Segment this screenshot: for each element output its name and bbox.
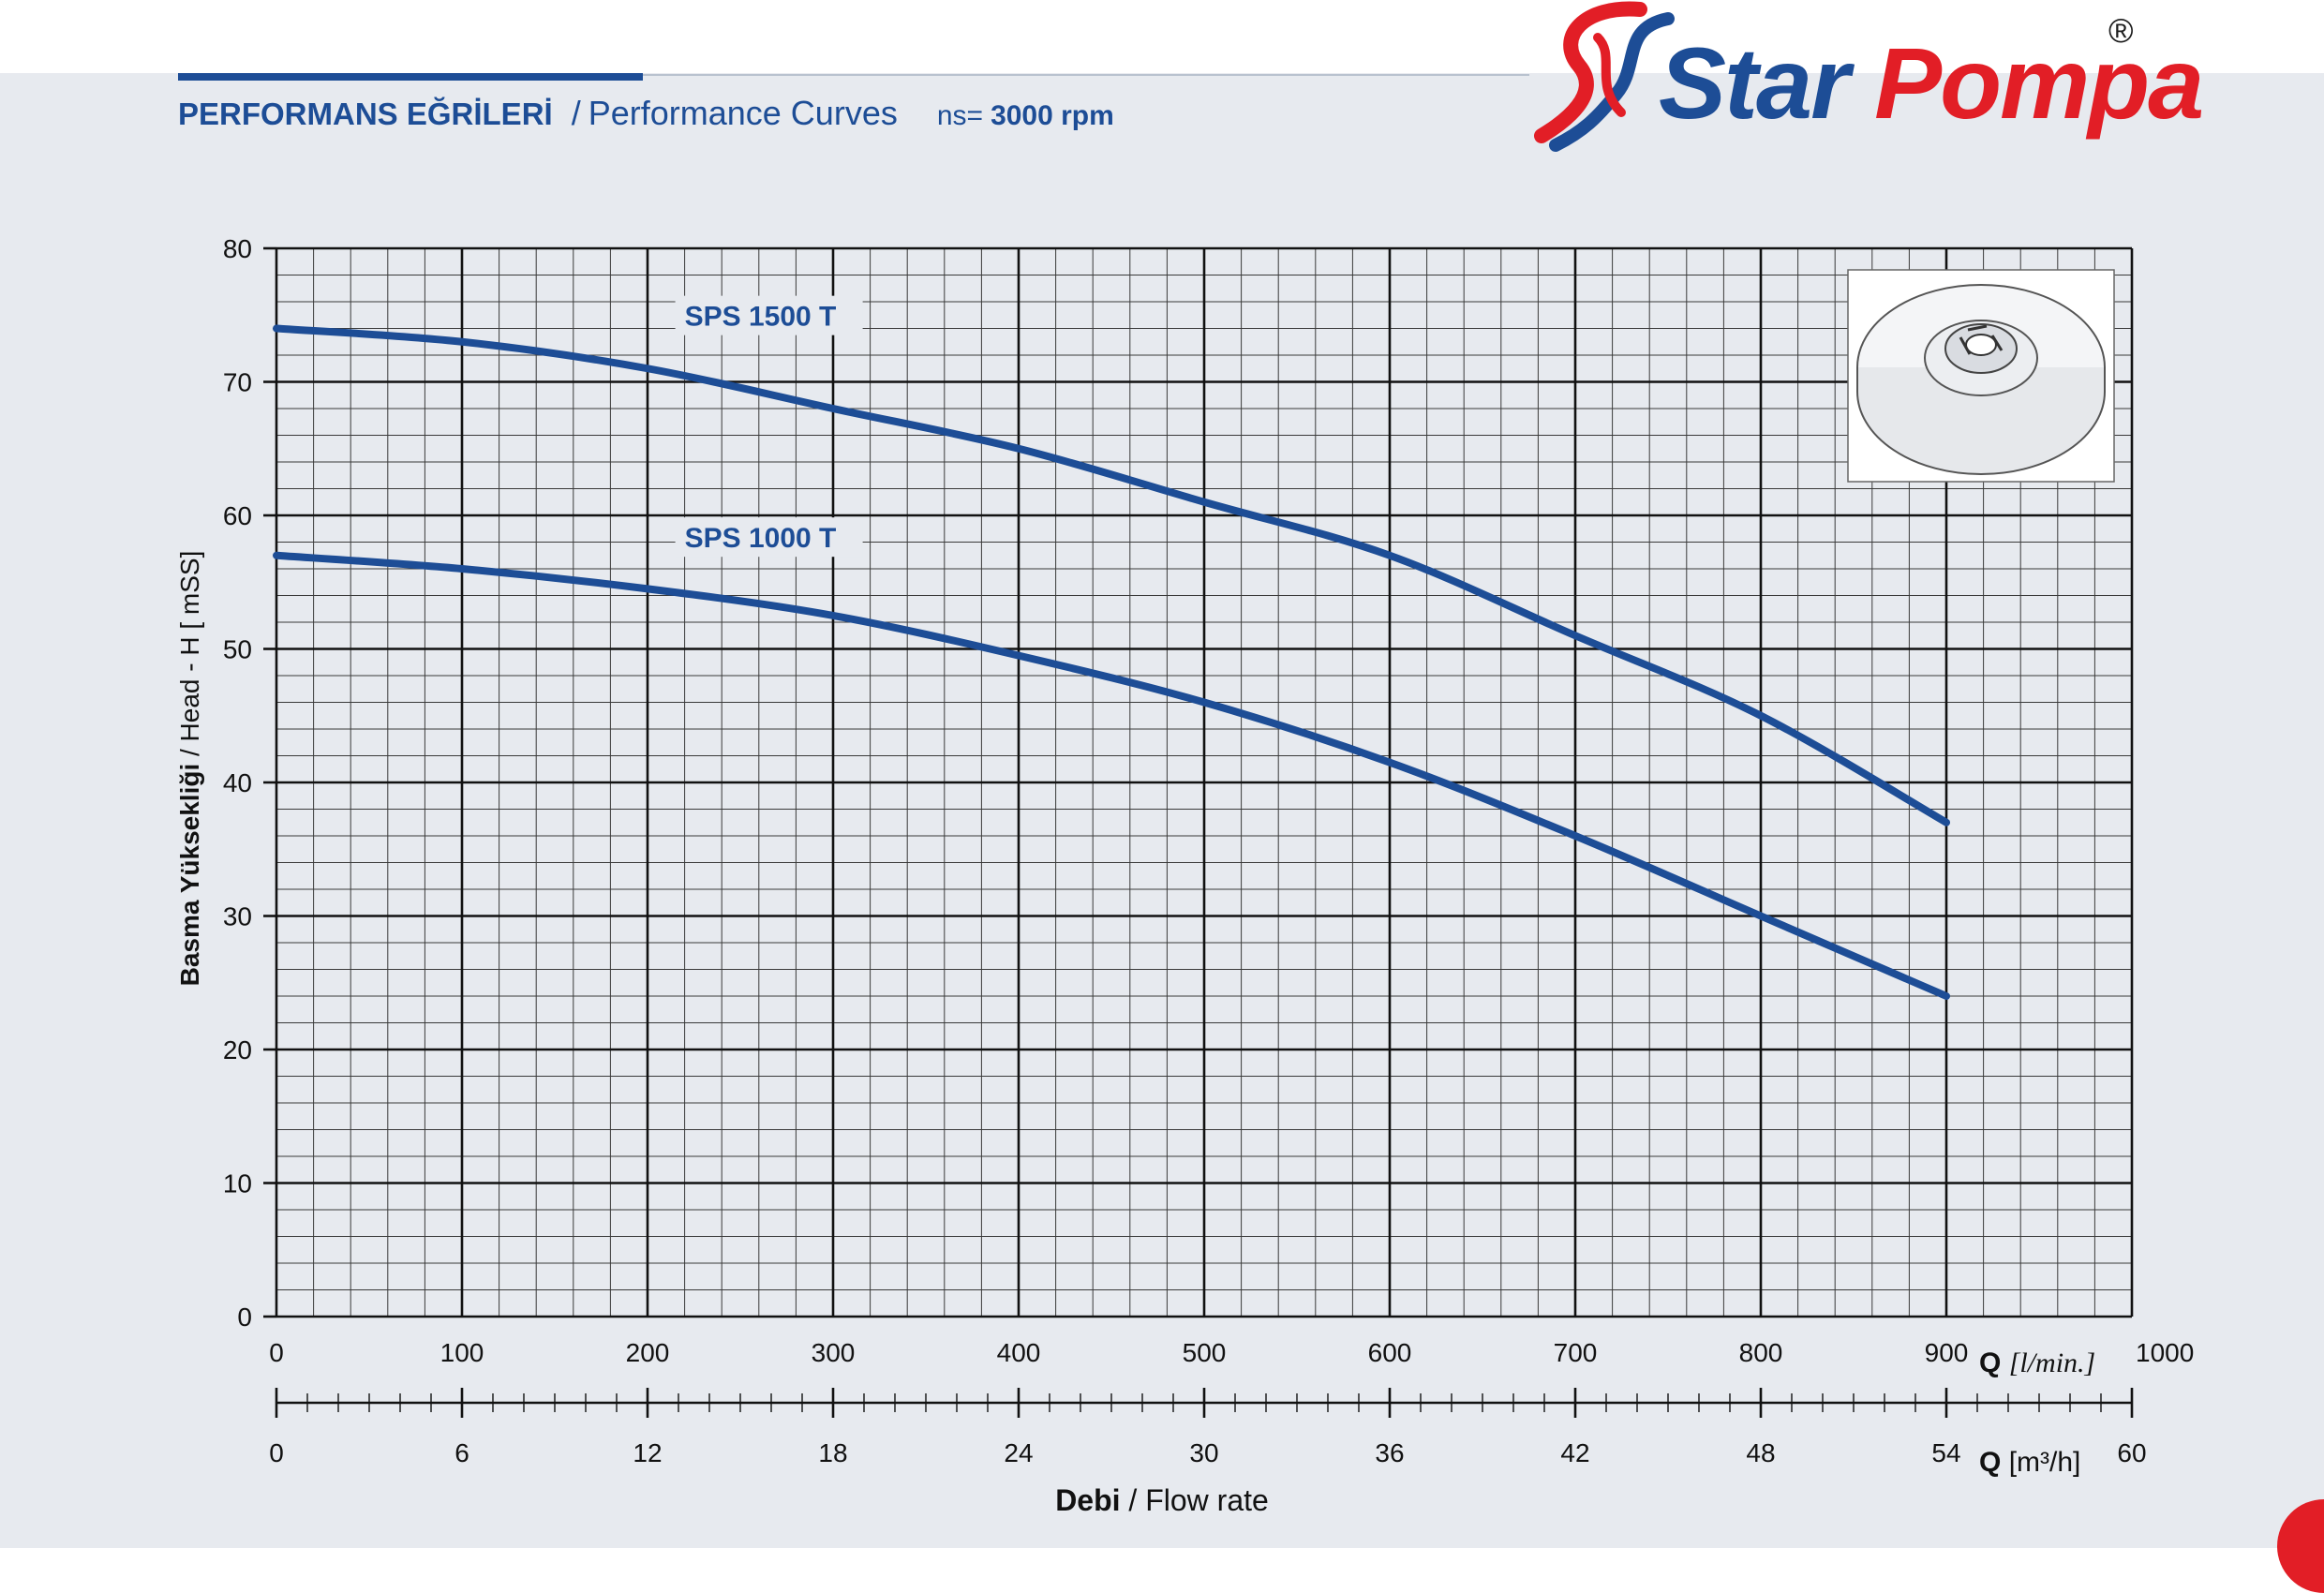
y-tick-label: 40 — [223, 768, 252, 797]
speed-label: ns= — [936, 100, 984, 131]
x-tick-label: 200 — [626, 1338, 670, 1367]
x2-tick-label: 42 — [1560, 1438, 1589, 1467]
series-labels: SPS 1500 T SPS 1000 T — [675, 295, 863, 558]
series-lines — [273, 324, 1950, 1000]
y-tick-label: 10 — [223, 1169, 252, 1198]
x2-tick-labels: 0 6 12 18 24 30 36 42 48 54 60 — [269, 1438, 2146, 1467]
y-tick-label: 60 — [223, 501, 252, 530]
y-tick-label: 80 — [223, 234, 252, 263]
x-unit-label: Q [l/min.] — [1979, 1347, 2095, 1378]
logo-wordmark: Star Pompa — [1659, 24, 2204, 141]
axis-lines — [263, 246, 2134, 1418]
series-line — [273, 551, 1950, 1000]
x-tick-label: 600 — [1368, 1338, 1412, 1367]
x-axis-label: Debi / Flow rate — [1055, 1483, 1269, 1517]
title-separator: / — [571, 94, 581, 132]
y-axis-label: Basma Yüksekliği / Head - H [ mSS] — [175, 551, 204, 987]
x2-tick-label: 12 — [633, 1438, 662, 1467]
y-tick-label: 70 — [223, 368, 252, 397]
x2-unit-label: Q [m³/h] — [1979, 1447, 2080, 1478]
title-turkish: PERFORMANS EĞRİLERİ — [178, 97, 553, 131]
x2-tick-label: 6 — [454, 1438, 469, 1467]
x-tick-labels: 0 100 200 300 400 500 600 700 800 900 1000 — [269, 1338, 2194, 1367]
y-tick-label: 0 — [237, 1303, 252, 1332]
x-tick-label: 800 — [1739, 1338, 1783, 1367]
x2-tick-label: 48 — [1746, 1438, 1775, 1467]
series-label: SPS 1000 T — [685, 523, 837, 554]
x-tick-label: 500 — [1183, 1338, 1227, 1367]
series-label-bg — [675, 295, 863, 335]
x-tick-label: 700 — [1554, 1338, 1598, 1367]
x-tick-label: 900 — [1925, 1338, 1969, 1367]
registered-mark: ® — [2108, 11, 2134, 50]
logo-word-star: Star — [1659, 26, 1850, 140]
x-tick-label: 0 — [269, 1338, 284, 1367]
star-pompa-logo: Star Pompa — [1527, 0, 2204, 155]
speed-value: 3000 rpm — [991, 100, 1114, 131]
page-header: PERFORMANS EĞRİLERİ / Performance Curves… — [178, 94, 1114, 141]
header-rule — [178, 73, 643, 81]
series-label: SPS 1500 T — [685, 302, 837, 333]
header-rule-thin — [643, 74, 1529, 76]
x2-tick-label: 54 — [1931, 1438, 1960, 1467]
y-tick-label: 30 — [223, 902, 252, 931]
x2-tick-label: 18 — [818, 1438, 847, 1467]
title-english: Performance Curves — [588, 94, 898, 132]
x-tick-label: 300 — [812, 1338, 856, 1367]
x-tick-label: 400 — [997, 1338, 1041, 1367]
series-line — [273, 324, 1950, 826]
x-tick-label: 1000 — [2136, 1338, 2194, 1367]
logo-word-pompa: Pompa — [1874, 26, 2204, 140]
series-label-bg — [675, 517, 863, 558]
logo-emblem-icon — [1534, 1, 1675, 152]
y-tick-label: 20 — [223, 1035, 252, 1064]
x2-tick-label: 36 — [1375, 1438, 1404, 1467]
y-tick-labels: 0 10 20 30 40 50 60 70 80 — [223, 234, 252, 1332]
x2-tick-label: 60 — [2117, 1438, 2146, 1467]
x2-tick-label: 30 — [1189, 1438, 1218, 1467]
x2-tick-label: 0 — [269, 1438, 284, 1467]
x-tick-label: 100 — [440, 1338, 484, 1367]
x2-tick-label: 24 — [1004, 1438, 1033, 1467]
y-tick-label: 50 — [223, 635, 252, 664]
impeller-image — [1847, 269, 2115, 483]
